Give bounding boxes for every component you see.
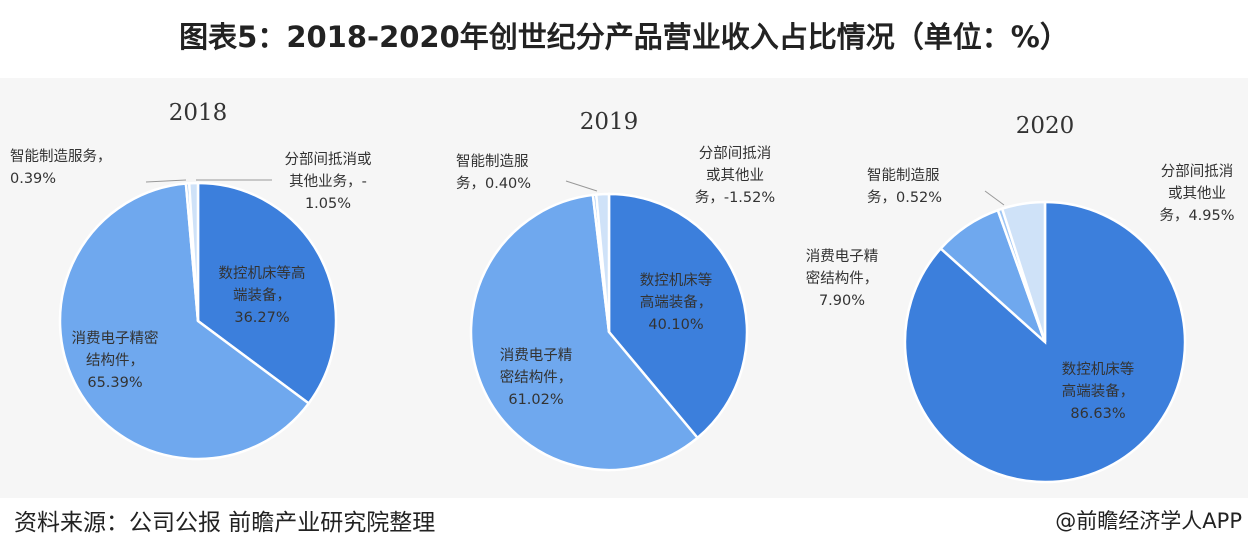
leader-line bbox=[565, 180, 598, 192]
slice-label: 40.10% bbox=[648, 317, 703, 333]
slice-label: 分部间抵消 bbox=[1161, 163, 1234, 180]
chart-area: 2018 数控机床等高 端装备， 36.27% 消费电子精密 结构件， 65.39% 智能制造… bbox=[0, 78, 1248, 498]
slice-label: 86.63% bbox=[1070, 406, 1125, 422]
slice-label: 务，4.95% bbox=[1159, 207, 1234, 224]
slice-label: 分部间抵消 bbox=[699, 145, 772, 162]
slice-label: 其他业务，- bbox=[289, 173, 367, 190]
leader-line bbox=[984, 190, 1005, 206]
slice-label: 结构件， bbox=[86, 352, 144, 369]
slice-label: 分部间抵消或 bbox=[285, 151, 372, 168]
slice-label: 或其他业 bbox=[1168, 185, 1226, 202]
pie-slice bbox=[607, 192, 749, 440]
pie-slice bbox=[1000, 200, 1047, 343]
slice-label: 61.02% bbox=[508, 392, 563, 408]
slice-label: 高端装备， bbox=[1062, 383, 1135, 400]
slice-label: 务，0.52% bbox=[867, 189, 942, 206]
slice-label: 65.39% bbox=[87, 375, 142, 391]
chart-title: 图表5：2018-2020年创世纪分产品营业收入占比情况（单位：%） bbox=[179, 20, 1069, 54]
source-note: 资料来源：公司公报 前瞻产业研究院整理 bbox=[14, 510, 436, 536]
slice-label: 或其他业 bbox=[706, 167, 764, 184]
slice-label: 务，0.40% bbox=[456, 175, 531, 192]
slice-label: 端装备， bbox=[233, 287, 291, 304]
slice-label: 密结构件， bbox=[500, 369, 573, 386]
slice-label: 消费电子精 bbox=[806, 248, 879, 265]
slice-label: 0.39% bbox=[10, 171, 56, 187]
slice-label: 消费电子精 bbox=[500, 347, 573, 364]
slice-label: 数控机床等 bbox=[640, 271, 713, 289]
pie-slice bbox=[58, 182, 311, 461]
slice-label: 36.27% bbox=[234, 310, 289, 326]
slice-label: 密结构件， bbox=[806, 270, 879, 287]
pie-slice bbox=[196, 181, 338, 406]
leader-line bbox=[145, 179, 187, 183]
slice-label: 高端装备， bbox=[640, 294, 713, 311]
year-label-2020: 2020 bbox=[1016, 113, 1075, 139]
slice-label: 数控机床等高 bbox=[219, 264, 306, 282]
slice-label: 智能制造服 bbox=[867, 167, 940, 184]
pie-charts: 2018数控机床等高端装备，36.27%消费电子精密结构件，65.39%智能制造… bbox=[10, 100, 1235, 484]
year-label-2018: 2018 bbox=[169, 100, 228, 126]
slice-label: 智能制造服务， bbox=[10, 148, 112, 165]
slice-label: 消费电子精密 bbox=[72, 330, 159, 347]
pie-slice bbox=[469, 193, 700, 472]
brand-credit: @前瞻经济学人APP bbox=[1055, 509, 1242, 533]
pie-slice bbox=[594, 192, 611, 333]
pie-slice bbox=[187, 181, 200, 322]
slice-label: 7.90% bbox=[819, 293, 865, 309]
year-label-2019: 2019 bbox=[580, 109, 639, 135]
slice-label: 务，-1.52% bbox=[695, 189, 775, 206]
slice-label: 1.05% bbox=[305, 196, 351, 212]
slice-label: 数控机床等 bbox=[1062, 360, 1135, 378]
slice-label: 智能制造服 bbox=[456, 153, 529, 170]
